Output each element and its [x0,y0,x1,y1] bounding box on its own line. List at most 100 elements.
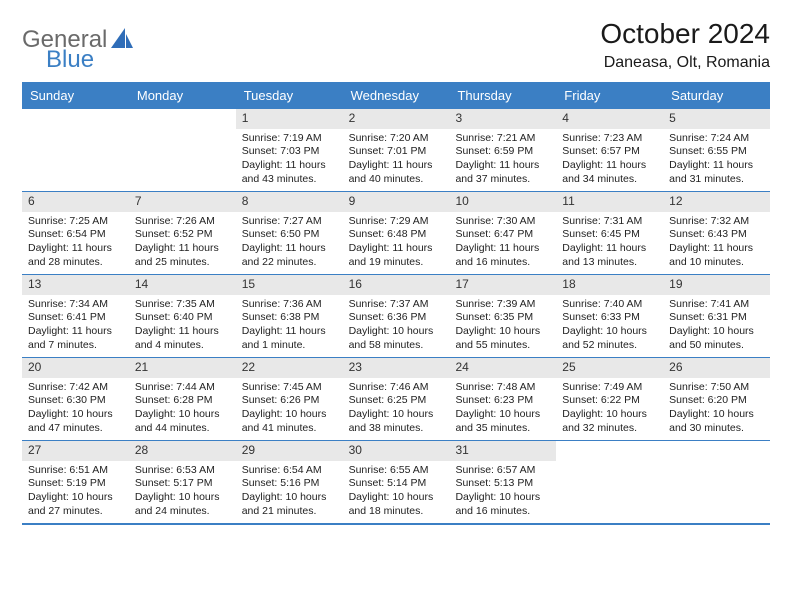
day-cell: 14Sunrise: 7:35 AMSunset: 6:40 PMDayligh… [129,275,236,357]
day-body: Sunrise: 7:35 AMSunset: 6:40 PMDaylight:… [129,295,236,357]
day-number: 9 [343,192,450,212]
day-number: 27 [22,441,129,461]
sunrise-text: Sunrise: 6:53 AM [135,464,230,478]
week-row: 27Sunrise: 6:51 AMSunset: 5:19 PMDayligh… [22,441,770,525]
week-row: 20Sunrise: 7:42 AMSunset: 6:30 PMDayligh… [22,358,770,441]
day2-text: and 22 minutes. [242,256,337,270]
day1-text: Daylight: 10 hours [135,408,230,422]
day-body: Sunrise: 7:30 AMSunset: 6:47 PMDaylight:… [449,212,556,274]
sunrise-text: Sunrise: 7:39 AM [455,298,550,312]
day1-text: Daylight: 10 hours [669,408,764,422]
day2-text: and 18 minutes. [349,505,444,519]
day-body: Sunrise: 7:36 AMSunset: 6:38 PMDaylight:… [236,295,343,357]
day1-text: Daylight: 11 hours [455,242,550,256]
day-body: Sunrise: 7:27 AMSunset: 6:50 PMDaylight:… [236,212,343,274]
day-body: Sunrise: 7:40 AMSunset: 6:33 PMDaylight:… [556,295,663,357]
day1-text: Daylight: 11 hours [135,325,230,339]
sunset-text: Sunset: 7:01 PM [349,145,444,159]
day2-text: and 19 minutes. [349,256,444,270]
sunrise-text: Sunrise: 7:24 AM [669,132,764,146]
day2-text: and 25 minutes. [135,256,230,270]
day2-text: and 30 minutes. [669,422,764,436]
sunrise-text: Sunrise: 7:25 AM [28,215,123,229]
month-title: October 2024 [600,18,770,50]
day2-text: and 4 minutes. [135,339,230,353]
day1-text: Daylight: 11 hours [349,242,444,256]
sunset-text: Sunset: 7:03 PM [242,145,337,159]
day-cell: 15Sunrise: 7:36 AMSunset: 6:38 PMDayligh… [236,275,343,357]
day-cell: 11Sunrise: 7:31 AMSunset: 6:45 PMDayligh… [556,192,663,274]
day-number: 6 [22,192,129,212]
sunrise-text: Sunrise: 7:31 AM [562,215,657,229]
sunrise-text: Sunrise: 6:54 AM [242,464,337,478]
day-body: Sunrise: 7:31 AMSunset: 6:45 PMDaylight:… [556,212,663,274]
sunrise-text: Sunrise: 6:57 AM [455,464,550,478]
sunrise-text: Sunrise: 7:36 AM [242,298,337,312]
day-cell [556,441,663,523]
sunset-text: Sunset: 6:59 PM [455,145,550,159]
day-body: Sunrise: 7:39 AMSunset: 6:35 PMDaylight:… [449,295,556,357]
day-cell: 1 Sunrise: 7:19 AMSunset: 7:03 PMDaylight… [236,109,343,191]
day1-text: Daylight: 10 hours [562,325,657,339]
day-cell: 26Sunrise: 7:50 AMSunset: 6:20 PMDayligh… [663,358,770,440]
sunrise-text: Sunrise: 7:19 AM [242,132,337,146]
day-body: Sunrise: 7:42 AMSunset: 6:30 PMDaylight:… [22,378,129,440]
day-number: 5 [663,109,770,129]
day2-text: and 47 minutes. [28,422,123,436]
sunset-text: Sunset: 6:36 PM [349,311,444,325]
day-body: Sunrise: 7:23 AMSunset: 6:57 PMDaylight:… [556,129,663,191]
day-number: 8 [236,192,343,212]
sunset-text: Sunset: 6:25 PM [349,394,444,408]
sunset-text: Sunset: 6:55 PM [669,145,764,159]
logo-text-blue: Blue [46,46,94,73]
sunrise-text: Sunrise: 7:21 AM [455,132,550,146]
day-number: 1 [236,109,343,129]
day-number: 21 [129,358,236,378]
day2-text: and 16 minutes. [455,256,550,270]
sunset-text: Sunset: 6:47 PM [455,228,550,242]
day-body: Sunrise: 6:53 AMSunset: 5:17 PMDaylight:… [129,461,236,523]
day-number: 16 [343,275,450,295]
day1-text: Daylight: 10 hours [562,408,657,422]
day-number: 23 [343,358,450,378]
sunrise-text: Sunrise: 7:23 AM [562,132,657,146]
day1-text: Daylight: 11 hours [349,159,444,173]
day2-text: and 24 minutes. [135,505,230,519]
day-cell [129,109,236,191]
day-number: 17 [449,275,556,295]
sunset-text: Sunset: 6:22 PM [562,394,657,408]
day2-text: and 58 minutes. [349,339,444,353]
day-body: Sunrise: 7:26 AMSunset: 6:52 PMDaylight:… [129,212,236,274]
day-cell: 7Sunrise: 7:26 AMSunset: 6:52 PMDaylight… [129,192,236,274]
day-number: 10 [449,192,556,212]
day-number: 18 [556,275,663,295]
day-number: 26 [663,358,770,378]
day1-text: Daylight: 11 hours [242,159,337,173]
day2-text: and 41 minutes. [242,422,337,436]
day2-text: and 28 minutes. [28,256,123,270]
sunset-text: Sunset: 5:16 PM [242,477,337,491]
day-body: Sunrise: 7:29 AMSunset: 6:48 PMDaylight:… [343,212,450,274]
day2-text: and 50 minutes. [669,339,764,353]
day2-text: and 55 minutes. [455,339,550,353]
sunrise-text: Sunrise: 7:35 AM [135,298,230,312]
day1-text: Daylight: 11 hours [669,242,764,256]
day2-text: and 27 minutes. [28,505,123,519]
day-number: 4 [556,109,663,129]
day-cell: 13Sunrise: 7:34 AMSunset: 6:41 PMDayligh… [22,275,129,357]
day-number: 25 [556,358,663,378]
day-number: 22 [236,358,343,378]
sunset-text: Sunset: 5:13 PM [455,477,550,491]
sunrise-text: Sunrise: 7:46 AM [349,381,444,395]
day-cell: 22Sunrise: 7:45 AMSunset: 6:26 PMDayligh… [236,358,343,440]
day-body: Sunrise: 7:24 AMSunset: 6:55 PMDaylight:… [663,129,770,191]
day1-text: Daylight: 10 hours [349,325,444,339]
sunrise-text: Sunrise: 7:49 AM [562,381,657,395]
location-text: Daneasa, Olt, Romania [600,54,770,72]
day-cell: 31Sunrise: 6:57 AMSunset: 5:13 PMDayligh… [449,441,556,523]
sunset-text: Sunset: 6:20 PM [669,394,764,408]
sunset-text: Sunset: 6:28 PM [135,394,230,408]
day-body: Sunrise: 6:55 AMSunset: 5:14 PMDaylight:… [343,461,450,523]
day1-text: Daylight: 11 hours [455,159,550,173]
sunrise-text: Sunrise: 6:55 AM [349,464,444,478]
